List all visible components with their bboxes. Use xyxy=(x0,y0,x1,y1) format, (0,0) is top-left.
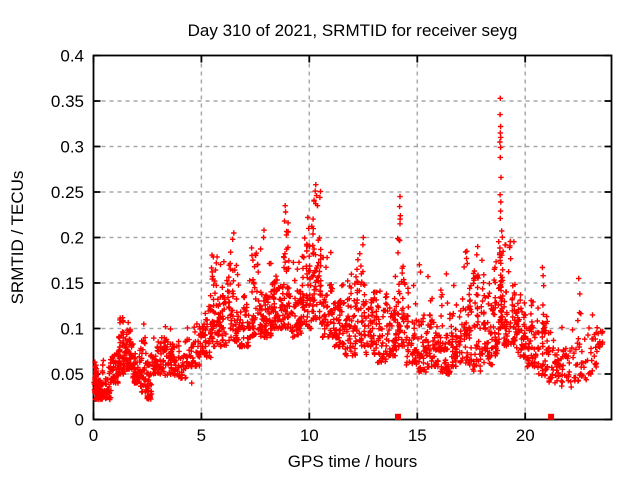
y-tick-label: 0.25 xyxy=(51,183,84,202)
scatter-plus-markers xyxy=(91,95,606,403)
x-axis-label: GPS time / hours xyxy=(288,452,417,471)
x-tick-label: 15 xyxy=(408,426,427,445)
grid-lines xyxy=(93,55,612,420)
zero-value-square-marker xyxy=(395,413,401,420)
x-tick-label: 20 xyxy=(516,426,535,445)
y-tick-label: 0.05 xyxy=(51,365,84,384)
y-tick-label: 0.2 xyxy=(60,229,84,248)
x-tick-label: 0 xyxy=(89,426,98,445)
grid-path xyxy=(93,55,612,420)
y-tick-label: 0 xyxy=(75,411,84,430)
x-tick-label: 5 xyxy=(197,426,206,445)
y-tick-label: 0.15 xyxy=(51,274,84,293)
y-tick-label: 0.1 xyxy=(60,320,84,339)
data-points xyxy=(91,95,606,420)
y-tick-label: 0.4 xyxy=(60,47,84,66)
x-tick-label: 10 xyxy=(300,426,319,445)
y-axis-label: SRMTID / TECUs xyxy=(8,171,27,305)
tick-labels: 0 5 10 15 20 0 0.05 0.1 0.15 0.2 0.25 0.3 0.35 0.4 xyxy=(51,47,535,446)
chart-title: Day 310 of 2021, SRMTID for receiver sey… xyxy=(188,21,518,40)
zero-value-square-marker xyxy=(548,413,555,420)
y-tick-label: 0.3 xyxy=(60,138,84,157)
y-tick-label: 0.35 xyxy=(51,92,84,111)
